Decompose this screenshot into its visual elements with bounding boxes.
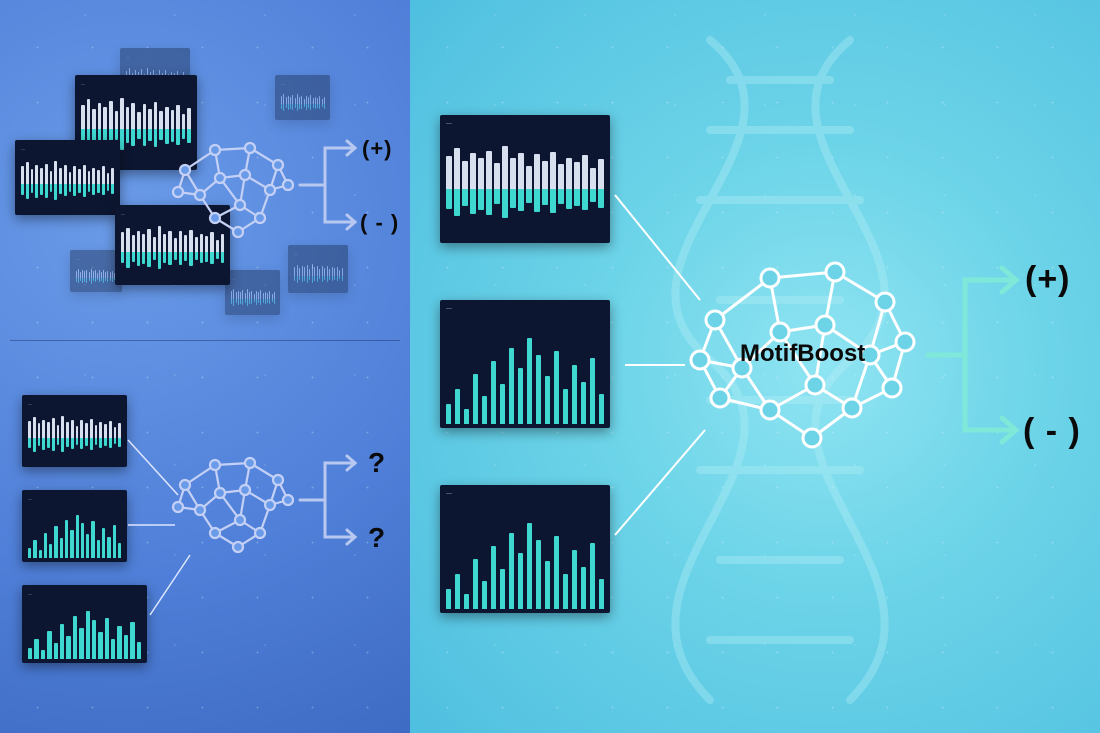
output-minus-label: ( - ) bbox=[1023, 412, 1081, 451]
mini-chart-card: — bbox=[275, 75, 330, 120]
mini-chart-card: — bbox=[22, 395, 127, 467]
chart-card: — bbox=[440, 300, 610, 428]
left-divider bbox=[10, 340, 400, 341]
mini-chart-card: — bbox=[15, 140, 120, 215]
chart-card: — bbox=[440, 485, 610, 613]
output-question-label: ? bbox=[368, 447, 386, 479]
mini-chart-card: — bbox=[22, 490, 127, 562]
brain-title-label: MotifBoost bbox=[740, 340, 865, 368]
mini-chart-card: — bbox=[288, 245, 348, 293]
output-minus-label: ( - ) bbox=[360, 210, 399, 236]
mini-chart-card: — bbox=[115, 205, 230, 285]
mini-chart-card: — bbox=[225, 270, 280, 315]
chart-card: — bbox=[440, 115, 610, 243]
output-plus-label: (+) bbox=[362, 136, 393, 162]
output-plus-label: (+) bbox=[1025, 260, 1071, 299]
mini-chart-card: — bbox=[22, 585, 147, 663]
figure-canvas: — — — — — — — — (+) ( - ) bbox=[0, 0, 1100, 733]
output-question-label: ? bbox=[368, 522, 386, 554]
